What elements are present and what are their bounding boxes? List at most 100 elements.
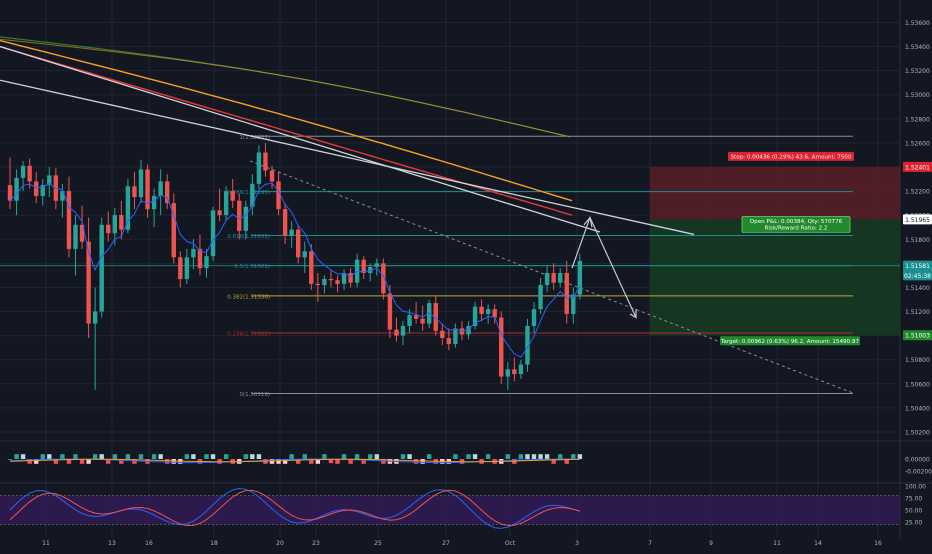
candle[interactable] <box>518 359 524 379</box>
candle[interactable] <box>210 206 216 261</box>
stop-loss-zone[interactable] <box>650 166 900 220</box>
candle[interactable] <box>178 251 183 288</box>
candle[interactable] <box>485 304 491 324</box>
candle[interactable] <box>217 188 222 222</box>
candle[interactable] <box>440 323 445 346</box>
candle[interactable] <box>433 295 438 336</box>
candle[interactable] <box>512 357 517 382</box>
candle[interactable] <box>558 268 563 288</box>
fibonacci-retracement[interactable]: 1(1.52655) 0.786(1.52195) 0.618(1.51831) 0.… <box>227 135 853 398</box>
candle[interactable] <box>341 269 347 290</box>
stoch-pane[interactable]: 100.00 75.00 50.00 25.00 <box>0 484 926 529</box>
candle[interactable] <box>446 328 452 351</box>
ma-red-line[interactable] <box>0 45 573 216</box>
candle[interactable] <box>79 205 85 249</box>
stop-loss-label[interactable]: Stop: 0.00436 (0.29%) 43.6, Amount: 7500 <box>728 151 854 161</box>
candle[interactable] <box>27 158 32 189</box>
take-profit-zone[interactable] <box>650 219 900 336</box>
candle[interactable] <box>138 159 144 204</box>
candle[interactable] <box>99 217 104 318</box>
candle[interactable] <box>119 200 124 240</box>
macd-pane[interactable]: 0.00000 -0.00200 <box>7 454 932 476</box>
candle[interactable] <box>204 248 209 278</box>
candle[interactable] <box>289 221 294 248</box>
candle[interactable] <box>165 174 170 210</box>
candle[interactable] <box>571 287 576 324</box>
candle[interactable] <box>381 258 386 300</box>
candle[interactable] <box>106 211 111 242</box>
candle[interactable] <box>145 164 150 218</box>
candles[interactable] <box>7 142 583 390</box>
open-pnl-label[interactable]: Open P&L: 0.00384, Qty: 570776Risk/Rewar… <box>741 216 851 233</box>
trend-line[interactable] <box>0 79 695 236</box>
time-tick-label: 16 <box>145 540 153 547</box>
candle[interactable] <box>328 270 334 288</box>
candle[interactable] <box>151 188 157 228</box>
candle[interactable] <box>420 305 425 331</box>
time-axis[interactable]: 11 13 16 18 20 23 25 27 Oct 3 7 9 11 14 16 <box>42 540 882 547</box>
candle[interactable] <box>479 299 484 322</box>
candle[interactable] <box>525 318 530 372</box>
trend-line[interactable] <box>0 45 601 233</box>
candle[interactable] <box>531 301 537 334</box>
candle[interactable] <box>302 241 307 273</box>
ema-line[interactable] <box>9 182 581 358</box>
candle[interactable] <box>230 179 235 208</box>
candle[interactable] <box>374 258 379 276</box>
candle[interactable] <box>243 200 248 240</box>
candle[interactable] <box>309 244 314 290</box>
candle[interactable] <box>466 321 471 340</box>
candle[interactable] <box>66 176 72 258</box>
candle[interactable] <box>492 304 497 324</box>
candle[interactable] <box>296 224 301 264</box>
candle[interactable] <box>499 311 504 384</box>
stoch-tick-label: 75.00 <box>905 496 922 503</box>
candle[interactable] <box>472 301 478 330</box>
candle[interactable] <box>263 142 268 177</box>
candle[interactable] <box>282 203 288 245</box>
candle[interactable] <box>256 145 262 189</box>
candle[interactable] <box>276 171 281 216</box>
candle[interactable] <box>322 275 327 294</box>
price-tick-label: 1.51200 <box>905 309 930 316</box>
candle[interactable] <box>361 256 366 280</box>
candle[interactable] <box>86 217 91 339</box>
candle[interactable] <box>394 317 399 342</box>
candle[interactable] <box>505 362 510 390</box>
candle[interactable] <box>184 248 190 284</box>
candle[interactable] <box>132 171 137 210</box>
candle[interactable] <box>269 165 275 189</box>
candle[interactable] <box>73 215 78 276</box>
ma-orange-line[interactable] <box>0 39 573 202</box>
candle[interactable] <box>577 253 583 300</box>
candle[interactable] <box>453 323 458 348</box>
candle[interactable] <box>387 285 393 339</box>
candle[interactable] <box>413 301 419 324</box>
candle[interactable] <box>315 272 321 302</box>
candle[interactable] <box>551 263 556 290</box>
take-profit-label[interactable]: Target: 0.00962 (0.63%) 96.2, Amount: 15… <box>720 336 860 346</box>
price-axis[interactable]: 1.53600 1.53400 1.53200 1.53000 1.52800 1.526… <box>903 20 932 437</box>
candle[interactable] <box>348 268 353 288</box>
price-tick-label: 1.50400 <box>905 405 930 412</box>
candle[interactable] <box>538 277 543 314</box>
candle[interactable] <box>158 169 163 216</box>
candle[interactable] <box>125 179 131 234</box>
candle[interactable] <box>171 193 176 264</box>
candle[interactable] <box>47 166 52 198</box>
candle[interactable] <box>92 287 98 390</box>
candle[interactable] <box>564 260 569 324</box>
candle[interactable] <box>237 193 242 240</box>
candle[interactable] <box>400 321 406 346</box>
ma-orange-line-2[interactable] <box>0 38 571 138</box>
candle[interactable] <box>197 234 203 276</box>
candle[interactable] <box>223 186 229 220</box>
candle[interactable] <box>250 174 255 216</box>
candle[interactable] <box>544 265 550 293</box>
candle[interactable] <box>335 275 340 293</box>
candle[interactable] <box>40 179 45 206</box>
candle[interactable] <box>407 309 412 334</box>
candle[interactable] <box>14 169 19 216</box>
